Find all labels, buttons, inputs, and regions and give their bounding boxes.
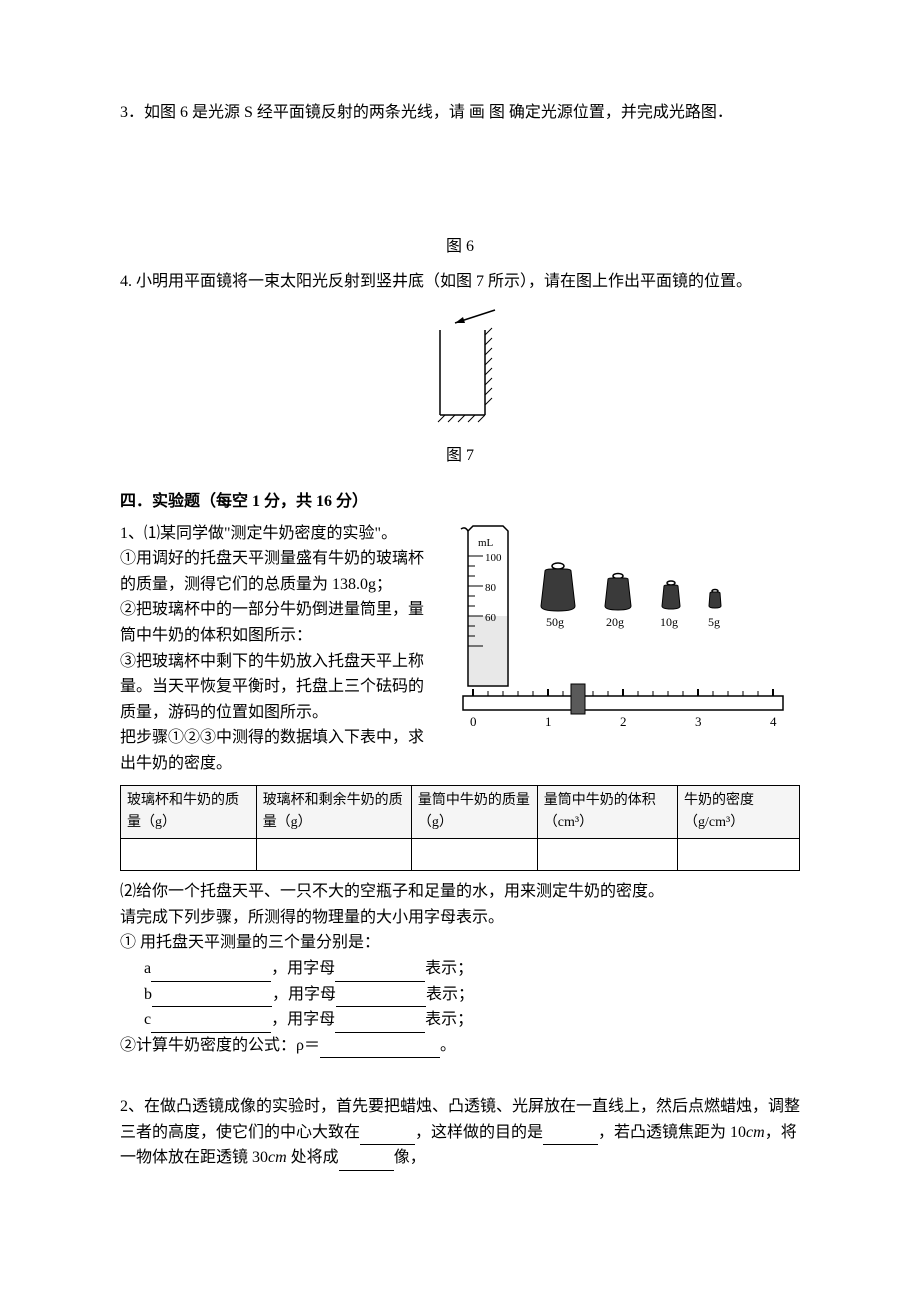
- q4-2-cm1: cm: [746, 1124, 765, 1141]
- q4-1-line-a: a ，用字母 表示；: [120, 956, 800, 982]
- table-cell-1[interactable]: [121, 839, 257, 871]
- table-header-4: 量筒中牛奶的体积（cm³）: [537, 785, 677, 839]
- q4-1-part2-q2: ②计算牛奶密度的公式：ρ＝ 。: [120, 1033, 800, 1059]
- weight-20g: 20g: [605, 573, 631, 629]
- svg-text:2: 2: [620, 714, 627, 729]
- q4-1-step1: ①用调好的托盘天平测量盛有牛奶的玻璃杯的质量，测得它们的总质量为 138.0g；: [120, 546, 433, 597]
- figure-7-label: 图 7: [120, 443, 800, 469]
- weight-10g: 10g: [660, 581, 680, 629]
- weight-5g: 5g: [708, 589, 721, 629]
- question-4-2: 2、在做凸透镜成像的实验时，首先要把蜡烛、凸透镜、光屏放在一直线上，然后点燃蜡烛…: [120, 1094, 800, 1171]
- svg-text:50g: 50g: [546, 615, 564, 629]
- rider-scale: 0 1 2 3 4: [463, 684, 783, 729]
- q4-1-step4: 把步骤①②③中测得的数据填入下表中，求出牛奶的密度。: [120, 725, 433, 776]
- q3-drawing-area: [120, 126, 800, 226]
- q4-1-line-c: c ，用字母 表示；: [120, 1007, 800, 1033]
- line-c-prefix: c: [144, 1011, 151, 1028]
- blank-a1[interactable]: [151, 964, 271, 982]
- q4-1-text-column: 1、⑴某同学做"测定牛奶密度的实验"。 ①用调好的托盘天平测量盛有牛奶的玻璃杯的…: [120, 521, 433, 777]
- blank-b1[interactable]: [152, 989, 272, 1007]
- line-b-suffix: 表示；: [426, 986, 474, 1003]
- q4-1-intro: 1、⑴某同学做"测定牛奶密度的实验"。: [120, 521, 433, 547]
- graduated-cylinder: mL 100 80 60: [461, 526, 508, 686]
- blank-b2[interactable]: [336, 989, 426, 1007]
- table-cell-4[interactable]: [537, 839, 677, 871]
- svg-text:0: 0: [470, 714, 477, 729]
- section-4-header: 四．实验题（每空 1 分，共 16 分）: [120, 489, 800, 515]
- q4-2-seg2: ，这样做的目的是: [415, 1124, 543, 1141]
- cylinder-unit: mL: [478, 537, 494, 549]
- table-cell-2[interactable]: [256, 839, 411, 871]
- well-diagram: [400, 305, 520, 425]
- q4-2-seg5: 处将成: [287, 1149, 339, 1166]
- q4-1-part2-q1: ① 用托盘天平测量的三个量分别是：: [120, 930, 800, 956]
- q4-1-figure-column: mL 100 80 60: [453, 521, 800, 760]
- svg-text:10g: 10g: [660, 615, 678, 629]
- line-a-suffix: 表示；: [425, 960, 473, 977]
- blank-q2-3[interactable]: [339, 1153, 394, 1171]
- figure-7-container: [120, 305, 800, 434]
- table-header-1: 玻璃杯和牛奶的质量（g）: [121, 785, 257, 839]
- question-4-1: 1、⑴某同学做"测定牛奶密度的实验"。 ①用调好的托盘天平测量盛有牛奶的玻璃杯的…: [120, 521, 800, 1059]
- figure-6-label: 图 6: [120, 234, 800, 260]
- svg-text:60: 60: [485, 612, 497, 624]
- svg-text:5g: 5g: [708, 615, 720, 629]
- q4-1-layout: 1、⑴某同学做"测定牛奶密度的实验"。 ①用调好的托盘天平测量盛有牛奶的玻璃杯的…: [120, 521, 800, 777]
- line-c-suffix: 表示；: [425, 1011, 473, 1028]
- table-header-row: 玻璃杯和牛奶的质量（g） 玻璃杯和剩余牛奶的质量（g） 量筒中牛奶的质量（g） …: [121, 785, 800, 839]
- svg-text:100: 100: [485, 552, 502, 564]
- svg-text:3: 3: [695, 714, 702, 729]
- svg-text:20g: 20g: [606, 615, 624, 629]
- table-header-5: 牛奶的密度（g/cm³）: [678, 785, 800, 839]
- svg-text:80: 80: [485, 582, 497, 594]
- q4-2-seg3: ，若凸透镜焦距为 10: [598, 1124, 746, 1141]
- line-c-mid: ，用字母: [271, 1011, 335, 1028]
- q2-prefix: ②计算牛奶密度的公式：ρ＝: [120, 1037, 320, 1054]
- line-a-mid: ，用字母: [271, 960, 335, 977]
- q4-1-step2: ②把玻璃杯中的一部分牛奶倒进量筒里，量筒中牛奶的体积如图所示：: [120, 597, 433, 648]
- density-data-table: 玻璃杯和牛奶的质量（g） 玻璃杯和剩余牛奶的质量（g） 量筒中牛奶的质量（g） …: [120, 785, 800, 872]
- blank-a2[interactable]: [335, 964, 425, 982]
- table-header-3: 量筒中牛奶的质量（g）: [411, 785, 537, 839]
- q4-1-part2-sub: 请完成下列步骤，所测得的物理量的大小用字母表示。: [120, 905, 800, 931]
- table-data-row: [121, 839, 800, 871]
- q4-2-text: 2、在做凸透镜成像的实验时，首先要把蜡烛、凸透镜、光屏放在一直线上，然后点燃蜡烛…: [120, 1094, 800, 1171]
- svg-text:4: 4: [770, 714, 777, 729]
- blank-c2[interactable]: [335, 1015, 425, 1033]
- blank-c1[interactable]: [151, 1015, 271, 1033]
- q4-2-cm2: cm: [268, 1149, 287, 1166]
- question-3: 3．如图 6 是光源 S 经平面镜反射的两条光线，请 画 图 确定光源位置，并完…: [120, 100, 800, 259]
- q4-1-part2-intro: ⑵给你一个托盘天平、一只不大的空瓶子和足量的水，用来测定牛奶的密度。: [120, 879, 800, 905]
- weight-50g: 50g: [541, 563, 575, 629]
- line-b-prefix: b: [144, 986, 152, 1003]
- q4-1-line-b: b ，用字母 表示；: [120, 982, 800, 1008]
- blank-q2-1[interactable]: [360, 1127, 415, 1145]
- line-a-prefix: a: [144, 960, 151, 977]
- q2-suffix: 。: [440, 1037, 456, 1054]
- svg-text:1: 1: [545, 714, 552, 729]
- measuring-apparatus-diagram: mL 100 80 60: [453, 521, 793, 751]
- q4-2-seg6: 像，: [394, 1149, 426, 1166]
- line-b-mid: ，用字母: [272, 986, 336, 1003]
- blank-formula[interactable]: [320, 1040, 440, 1058]
- question-3-text: 3．如图 6 是光源 S 经平面镜反射的两条光线，请 画 图 确定光源位置，并完…: [120, 100, 800, 126]
- q4-1-step3: ③把玻璃杯中剩下的牛奶放入托盘天平上称量。当天平恢复平衡时，托盘上三个砝码的质量…: [120, 649, 433, 726]
- blank-q2-2[interactable]: [543, 1127, 598, 1145]
- table-cell-5[interactable]: [678, 839, 800, 871]
- table-header-2: 玻璃杯和剩余牛奶的质量（g）: [256, 785, 411, 839]
- table-cell-3[interactable]: [411, 839, 537, 871]
- question-4: 4. 小明用平面镜将一束太阳光反射到竖井底（如图 7 所示），请在图上作出平面镜…: [120, 269, 800, 469]
- question-4-text: 4. 小明用平面镜将一束太阳光反射到竖井底（如图 7 所示），请在图上作出平面镜…: [120, 269, 800, 295]
